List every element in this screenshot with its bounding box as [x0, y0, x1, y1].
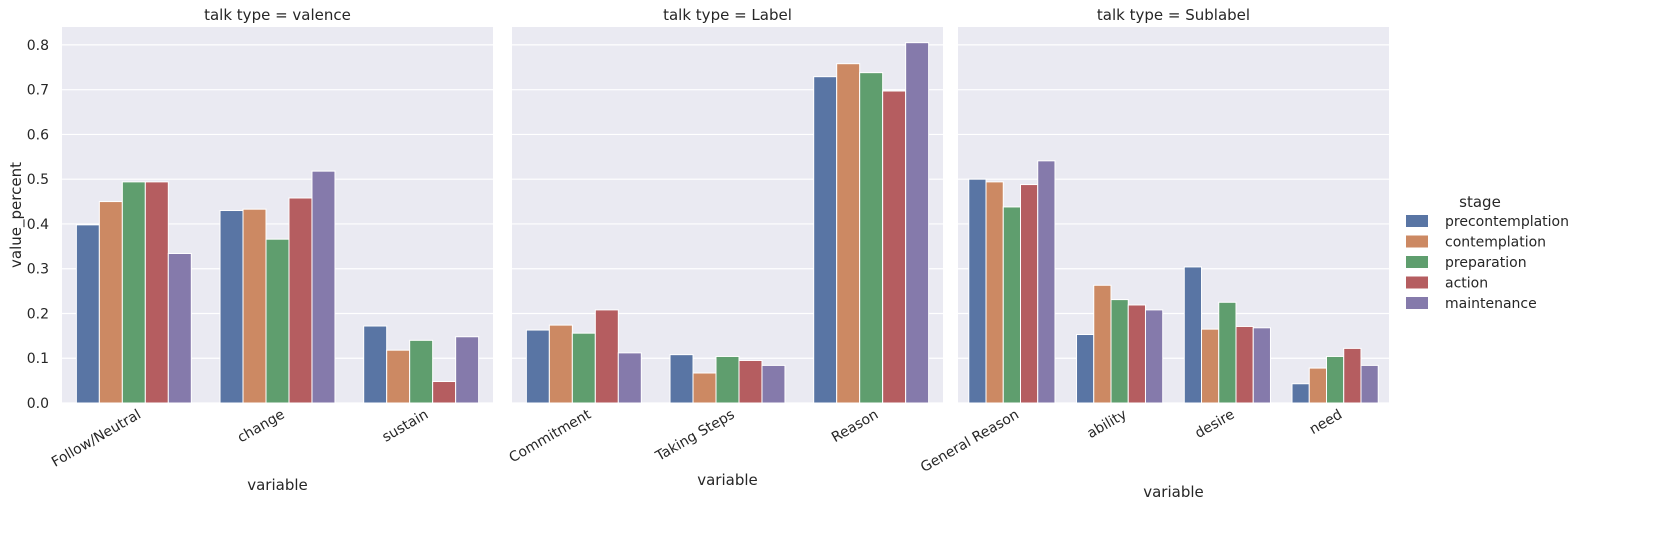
y-tick-label: 0.4 [27, 217, 49, 233]
legend-label-action: action [1445, 276, 1488, 292]
y-axis-label: value_percent [7, 162, 26, 268]
panel-2: talk type = Label Commitment Taking Steps R… [506, 6, 943, 489]
bar-preparation [1110, 299, 1129, 404]
bar-preparation [265, 238, 290, 404]
bar-preparation [409, 339, 434, 404]
y-tick-label: 0.1 [27, 351, 49, 367]
bar-contemplation [1201, 328, 1220, 404]
x-axis-label: variable [1143, 483, 1204, 501]
legend-swatch-maintenance [1406, 297, 1428, 309]
bar-precontemplation [968, 178, 987, 404]
bar-contemplation [836, 63, 861, 404]
legend: stage precontemplation contemplation prepar… [1406, 193, 1569, 312]
legend-swatch-contemplation [1406, 235, 1428, 248]
x-axis-label: variable [247, 476, 308, 494]
bar-maintenance [1360, 364, 1379, 404]
x-tick-label: sustain [380, 407, 432, 446]
y-tick-label: 0.0 [27, 396, 49, 412]
legend-swatch-preparation [1406, 256, 1428, 268]
bar-action [432, 381, 457, 404]
bar-contemplation [386, 349, 411, 404]
bar-contemplation [985, 181, 1004, 404]
bar-maintenance [1252, 327, 1271, 404]
bar-precontemplation [1076, 334, 1095, 404]
bar-maintenance [455, 336, 480, 404]
bar-maintenance [617, 352, 642, 404]
panel-title: talk type = valence [204, 6, 351, 24]
x-tick-label: change [235, 407, 288, 447]
bar-preparation [121, 181, 146, 404]
x-tick-label: Reason [829, 407, 881, 446]
bar-action [1127, 304, 1146, 404]
x-axis-label: variable [697, 471, 758, 489]
panel-title: talk type = Label [663, 6, 792, 24]
y-tick-label: 0.3 [27, 262, 49, 278]
bar-precontemplation [363, 325, 388, 404]
bar-action [738, 359, 763, 404]
bar-preparation [859, 72, 884, 404]
x-tick-label: Follow/Neutral [49, 407, 144, 471]
bar-contemplation [1308, 367, 1328, 404]
bar-maintenance [1144, 309, 1164, 404]
bar-maintenance [167, 252, 192, 404]
bar-preparation [1218, 301, 1237, 404]
legend-label-contemplation: contemplation [1445, 235, 1546, 251]
bar-contemplation [1093, 284, 1112, 404]
legend-label-preparation: preparation [1445, 255, 1527, 271]
y-tick-label: 0.7 [27, 83, 49, 99]
bar-precontemplation [669, 354, 694, 404]
bar-precontemplation [525, 329, 550, 404]
x-tick-label: Commitment [506, 406, 594, 466]
bar-contemplation [98, 201, 123, 404]
bar-action [882, 90, 907, 404]
bar-precontemplation [1291, 383, 1310, 404]
bar-precontemplation [75, 224, 100, 404]
bar-action [144, 181, 169, 404]
bar-maintenance [905, 42, 930, 404]
legend-title: stage [1459, 193, 1501, 211]
bar-action [1343, 347, 1362, 404]
x-tick-label: ability [1084, 407, 1129, 442]
bar-maintenance [311, 170, 336, 404]
legend-label-precontemplation: precontemplation [1445, 214, 1569, 230]
legend-swatch-precontemplation [1406, 215, 1428, 227]
bar-action [1019, 184, 1039, 404]
x-tick-label: General Reason [918, 407, 1022, 476]
bar-action [594, 309, 619, 404]
panel-title: talk type = Sublabel [1097, 6, 1250, 24]
bar-action [1235, 325, 1254, 404]
y-tick-label: 0.8 [27, 38, 49, 54]
bar-precontemplation [219, 210, 244, 404]
x-tick-label: desire [1192, 407, 1237, 442]
bar-precontemplation [1183, 266, 1203, 404]
legend-swatch-action [1406, 276, 1428, 289]
panel-1: talk type = valence Follow/Neutral change s… [49, 6, 493, 494]
bar-contemplation [548, 324, 573, 404]
bar-precontemplation [813, 76, 838, 404]
bar-maintenance [761, 364, 786, 404]
bar-maintenance [1037, 160, 1056, 404]
legend-label-maintenance: maintenance [1445, 296, 1537, 312]
bar-action [288, 197, 313, 404]
bar-preparation [571, 332, 596, 404]
bar-preparation [1002, 206, 1021, 404]
x-tick-label: need [1307, 407, 1345, 438]
y-tick-label: 0.2 [27, 306, 49, 322]
y-tick-label: 0.6 [27, 127, 49, 143]
bar-contemplation [242, 208, 267, 404]
bar-contemplation [692, 372, 717, 404]
bar-preparation [715, 355, 740, 404]
panel-3: talk type = Sublabel General Reason abilit… [918, 6, 1389, 501]
y-tick-label: 0.5 [27, 172, 49, 188]
x-tick-label: Taking Steps [652, 407, 737, 465]
bar-preparation [1326, 355, 1345, 404]
